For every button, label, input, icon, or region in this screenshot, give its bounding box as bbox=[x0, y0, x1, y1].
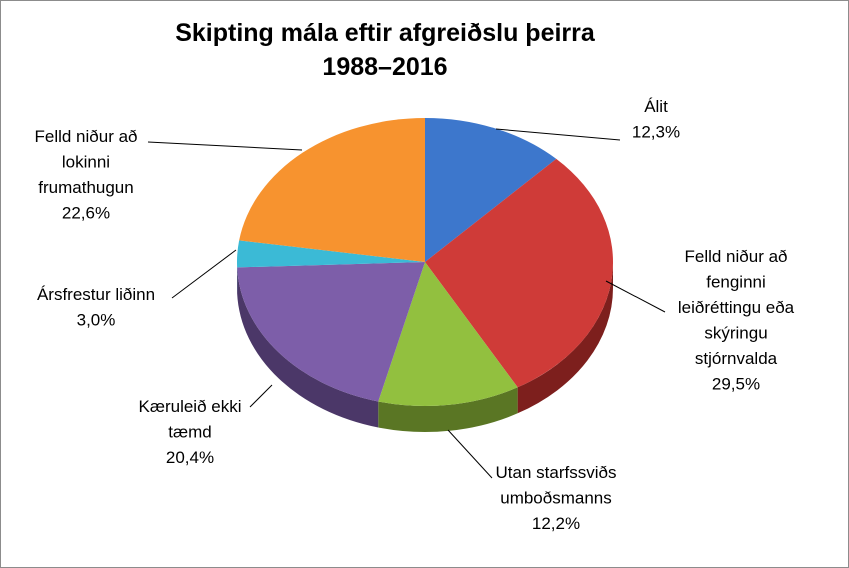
slice-label-3: Kæruleið ekki tæmd 20,4% bbox=[139, 397, 242, 467]
leader-line-4 bbox=[171, 249, 237, 299]
slice-label-5: Felld niður að lokinni frumathugun 22,6% bbox=[34, 127, 137, 223]
pie-slice-4 bbox=[237, 240, 425, 268]
pie-slice-3 bbox=[237, 262, 425, 402]
slice-label-0: Álit 12,3% bbox=[632, 97, 680, 142]
slice-label-4: Ársfrestur liðinn 3,0% bbox=[37, 285, 155, 330]
pie-slice-1 bbox=[425, 158, 614, 388]
slice-label-1: Felld niður að fenginni leiðréttingu eða sk… bbox=[678, 247, 795, 394]
pie-slice-side-1 bbox=[517, 262, 613, 414]
chart-title: Skipting mála eftir afgreiðslu þeirra 19… bbox=[160, 16, 610, 84]
leader-line-0 bbox=[495, 128, 621, 141]
pie-slice-5 bbox=[239, 118, 425, 262]
slice-label-2: Utan starfssviðs umboðsmanns 12,2% bbox=[496, 463, 617, 533]
pie-slice-side-3 bbox=[237, 267, 379, 428]
pie-slice-side-2 bbox=[378, 387, 518, 432]
pie-slice-2 bbox=[378, 262, 518, 406]
leader-line-2 bbox=[447, 429, 493, 479]
leader-line-3 bbox=[249, 384, 273, 408]
leader-line-5 bbox=[147, 141, 303, 151]
pie-slice-0 bbox=[425, 118, 557, 262]
leader-line-1 bbox=[605, 280, 666, 313]
chart-title-line2: 1988–2016 bbox=[322, 53, 448, 81]
chart-title-line1: Skipting mála eftir afgreiðslu þeirra bbox=[175, 19, 595, 47]
